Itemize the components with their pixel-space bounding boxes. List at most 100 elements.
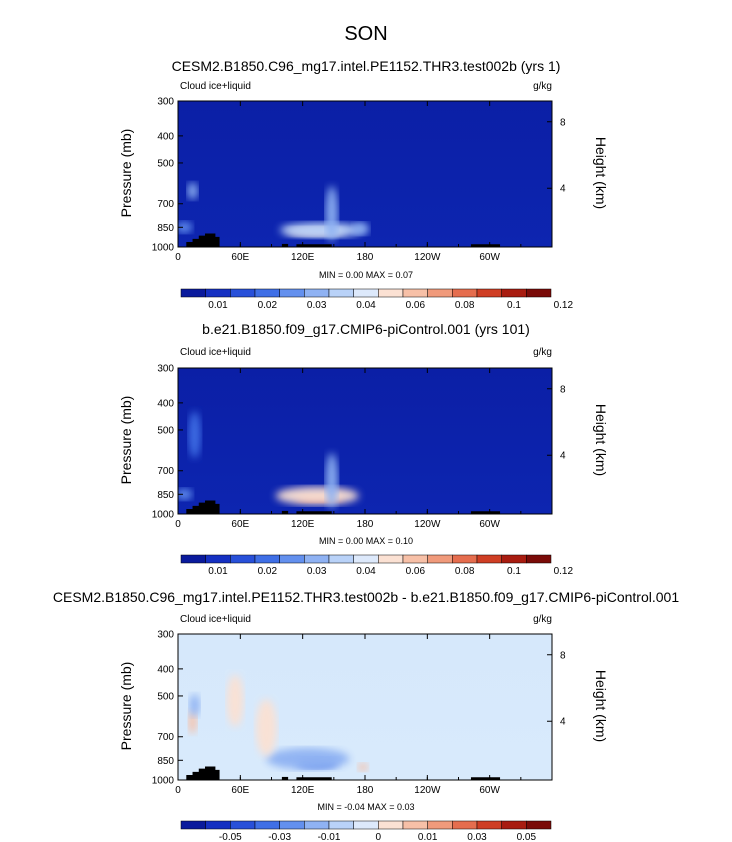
colorbar-swatch — [279, 820, 305, 830]
x-tick-label: 120E — [291, 785, 315, 796]
colorbar-swatch — [180, 820, 206, 830]
plot-area: 0 60E 120E 180 120W 60W 300 400 500 700 850 1000 8 4 — [152, 97, 566, 264]
y-tick-label: 400 — [157, 664, 174, 675]
panel-title: b.e21.B1850.f09_g17.CMIP6-piControl.001 … — [202, 321, 530, 337]
colorbar-swatch — [180, 288, 206, 298]
panel-0: CESM2.B1850.C96_mg17.intel.PE1152.THR3.t… — [118, 58, 609, 311]
x-tick-label: 60E — [231, 519, 249, 530]
y-right-tick-label: 8 — [560, 117, 566, 128]
colorbar-swatch — [254, 820, 280, 830]
colorbar-label: 0.06 — [406, 566, 426, 577]
min-max-stats: MIN = -0.04 MAX = 0.03 — [317, 802, 414, 812]
contour-feature-6 — [357, 763, 369, 772]
y-axis-label: Pressure (mb) — [118, 129, 134, 218]
contour-feature-4 — [188, 411, 201, 459]
colorbar-label: 0.03 — [307, 300, 327, 311]
terrain-3 — [470, 244, 501, 247]
panel-title: CESM2.B1850.C96_mg17.intel.PE1152.THR3.t… — [53, 589, 679, 605]
min-max-stats: MIN = 0.00 MAX = 0.07 — [319, 270, 413, 280]
x-tick-label: 60W — [479, 519, 500, 530]
x-tick-label: 0 — [175, 785, 181, 796]
x-tick-label: 120W — [414, 785, 441, 796]
terrain-2 — [296, 777, 332, 780]
colorbar-swatch — [180, 554, 206, 564]
x-tick-label: 0 — [175, 252, 181, 263]
panel-1: b.e21.B1850.f09_g17.CMIP6-piControl.001 … — [118, 321, 609, 577]
colorbar-swatch — [353, 820, 379, 830]
contour-feature-4 — [226, 674, 244, 727]
y-right-tick-label: 8 — [560, 384, 566, 395]
x-tick-label: 60E — [231, 785, 249, 796]
colorbar-label: 0.03 — [467, 832, 487, 842]
terrain-2 — [296, 511, 332, 514]
colorbar-swatch — [230, 554, 256, 564]
plot-area: 0 60E 120E 180 120W 60W 300 400 500 700 850 1000 8 4 — [152, 364, 566, 531]
colorbar-label: 0.01 — [418, 832, 438, 842]
colorbar-swatch — [501, 820, 527, 830]
x-tick-label: 60W — [479, 785, 500, 796]
field-background — [178, 101, 552, 247]
terrain-2 — [296, 244, 332, 247]
terrain-0 — [186, 766, 220, 780]
y-tick-label: 1000 — [152, 243, 175, 254]
colorbar-swatch — [452, 820, 478, 830]
colorbar-swatch — [476, 288, 502, 298]
y-tick-label: 700 — [157, 199, 174, 210]
terrain-1 — [281, 243, 289, 247]
colorbar-label: 0.12 — [554, 300, 574, 311]
colorbar-swatch — [205, 820, 231, 830]
y-tick-label: 850 — [157, 756, 174, 767]
contour-feature-2 — [325, 453, 338, 509]
colorbar-swatch — [526, 288, 552, 298]
contour-feature-5 — [255, 699, 277, 757]
y-tick-label: 500 — [157, 425, 174, 436]
terrain-3 — [470, 511, 501, 514]
units-label: g/kg — [533, 614, 552, 625]
colorbar-label: 0.02 — [258, 300, 278, 311]
colorbar-swatch — [304, 288, 330, 298]
y-axis-label-right: Height (km) — [593, 670, 609, 742]
contour-feature-5 — [187, 182, 198, 200]
colorbar-swatch — [328, 554, 354, 564]
contour-feature-1 — [279, 222, 363, 238]
contour-features — [186, 674, 501, 780]
colorbar-label: 0.04 — [356, 300, 376, 311]
colorbar-swatch — [402, 820, 428, 830]
variable-label: Cloud ice+liquid — [180, 81, 251, 92]
y-tick-label: 400 — [157, 131, 174, 142]
colorbar-swatch — [452, 288, 478, 298]
variable-label: Cloud ice+liquid — [180, 347, 251, 358]
contour-features — [178, 182, 501, 247]
units-label: g/kg — [533, 347, 552, 358]
colorbar: 0.01 0.02 0.03 0.04 0.06 0.08 0.1 0.12 — [180, 288, 574, 311]
y-tick-label: 300 — [157, 630, 174, 641]
colorbar-swatch — [476, 554, 502, 564]
y-right-tick-label: 4 — [560, 717, 566, 728]
colorbar-label: -0.03 — [268, 832, 291, 842]
colorbar-label: 0.12 — [554, 566, 574, 577]
x-tick-label: 120E — [291, 252, 315, 263]
y-tick-label: 300 — [157, 97, 174, 108]
colorbar-swatch — [254, 288, 280, 298]
colorbar-swatch — [378, 554, 404, 564]
x-tick-label: 120E — [291, 519, 315, 530]
colorbar-label: 0.01 — [208, 566, 228, 577]
y-tick-label: 850 — [157, 490, 174, 501]
colorbar-swatch — [353, 288, 379, 298]
y-tick-label: 700 — [157, 466, 174, 477]
field-background — [178, 368, 552, 514]
colorbar-swatch — [476, 820, 502, 830]
y-right-tick-label: 4 — [560, 184, 566, 195]
contour-feature-3 — [352, 222, 370, 236]
contour-feature-2 — [325, 186, 338, 242]
colorbar-swatch — [378, 288, 404, 298]
colorbar-swatch — [427, 288, 453, 298]
colorbar-swatch — [402, 288, 428, 298]
terrain-1 — [281, 776, 289, 780]
colorbar-swatch — [402, 554, 428, 564]
colorbar-swatch — [205, 554, 231, 564]
contour-feature-4 — [178, 221, 193, 234]
y-axis-label: Pressure (mb) — [118, 662, 134, 751]
panel-2: CESM2.B1850.C96_mg17.intel.PE1152.THR3.t… — [53, 589, 679, 842]
